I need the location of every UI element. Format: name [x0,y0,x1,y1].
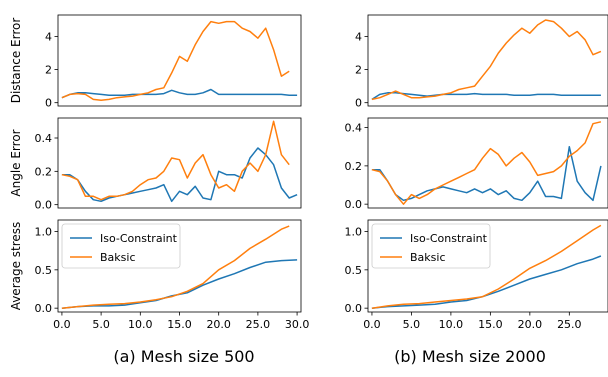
legend: Iso-Constraint Baksic [371,223,491,269]
y-tick-label: 0.5 [35,264,53,277]
series-line-baksic [61,20,290,101]
y-tick-label: 0 [45,97,52,110]
subplot-a-2: 0.0 0.5 1.0 0.0 5.0 10.0 15.0 20.0 25.0 30.0 Avera… [9,219,310,331]
legend-label: Iso-Constraint [100,232,178,245]
series-line-iso-constraint [371,145,602,202]
series-line-iso-constraint [61,88,298,99]
x-tick-label: 10.0 [439,318,464,331]
series-line-baksic [61,225,290,309]
y-tick-label: 0.4 [35,132,53,145]
x-tick-label: 15.0 [167,318,192,331]
series-line-iso-constraint [61,147,298,203]
caption-a: (a) Mesh size 500 [113,347,254,366]
y-tick-label: 0 [355,97,362,110]
y-tick-label: 4 [355,31,362,44]
y-tick-label: 0.0 [345,302,363,315]
legend-label: Baksic [410,251,446,264]
series-line-iso-constraint [371,255,602,309]
subplot-a-0: 0 2 4 Distance Error [9,14,302,110]
y-tick-label: 0.4 [345,122,363,135]
subplot-b-0: 0 2 4 [355,14,608,110]
y-tick-label: 0.0 [35,302,53,315]
y-axis-label: Average stress [9,222,23,311]
subplot-a-1: 0.0 0.2 0.4 Angle Error [9,117,302,212]
legend: Iso-Constraint Baksic [61,223,181,269]
x-tick-label: 5.0 [92,318,110,331]
subplot-b-1: 0.0 0.2 0.4 [345,117,608,211]
x-tick-label: 0.0 [53,318,71,331]
y-tick-label: 2 [45,64,52,77]
y-tick-label: 4 [45,31,52,44]
legend-label: Baksic [100,251,136,264]
series-line-baksic [61,120,290,201]
axes-frame [367,14,608,107]
x-tick-label: 20.0 [206,318,231,331]
x-tick-label: 15.0 [478,318,503,331]
x-tick-label: 25.0 [557,318,582,331]
y-tick-label: 0.0 [345,198,363,211]
series-line-baksic [371,121,602,205]
axes-frame [57,14,302,107]
x-tick-label: 30.0 [285,318,310,331]
y-tick-label: 1.0 [345,226,363,239]
y-tick-label: 0.2 [345,160,363,173]
axes-frame [367,219,608,313]
subplot-b-2: 0.0 0.5 1.0 0.0 5.0 10.0 15.0 20.0 25.0 Iso-Const… [345,219,608,331]
series-line-baksic [371,224,602,309]
y-tick-label: 0.2 [35,165,53,178]
y-tick-label: 2 [355,64,362,77]
y-tick-label: 1.0 [35,226,53,239]
y-axis-label: Distance Error [9,18,23,104]
x-tick-label: 10.0 [128,318,153,331]
x-tick-label: 5.0 [403,318,421,331]
caption-b: (b) Mesh size 2000 [394,347,546,366]
y-tick-label: 0.5 [345,264,363,277]
y-tick-label: 0.0 [35,199,53,212]
axes-frame [57,117,302,209]
y-axis-label: Angle Error [9,129,23,196]
axes-frame [367,117,608,209]
series-line-baksic [371,19,602,101]
x-tick-label: 20.0 [518,318,543,331]
x-tick-label: 0.0 [363,318,381,331]
x-tick-label: 25.0 [246,318,271,331]
series-line-iso-constraint [371,92,601,101]
legend-label: Iso-Constraint [410,232,488,245]
